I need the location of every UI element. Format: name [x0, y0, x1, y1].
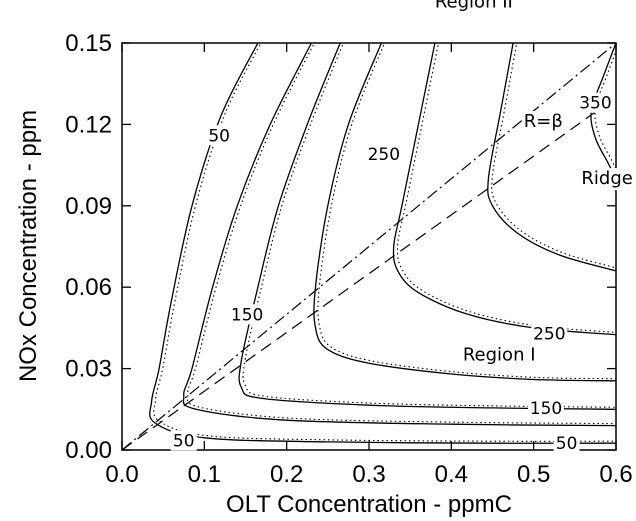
contour-line-200 — [313, 43, 616, 382]
y-tick-label: 0.03 — [65, 356, 112, 383]
y-tick-label: 0.12 — [65, 111, 112, 138]
contour-line-dotted-350 — [594, 49, 616, 171]
x-tick-label: 0.2 — [270, 461, 303, 488]
y-tick-label: 0.06 — [65, 274, 112, 301]
contour-line-250 — [392, 43, 616, 336]
annotation-label: Ridge — [581, 168, 632, 189]
contour-line-300 — [487, 43, 616, 272]
x-tick-label: 0.6 — [599, 461, 632, 488]
y-axis-title: NOx Concentration - ppm — [15, 110, 42, 382]
contour-label: 250 — [533, 324, 565, 344]
annotation-label: Region II — [435, 0, 513, 13]
annotation-bg — [460, 344, 549, 367]
contour-line-dotted-100 — [186, 43, 616, 425]
x-tick-label: 0.5 — [517, 461, 550, 488]
contour-label-bg — [528, 397, 565, 418]
contour-label-bg — [206, 125, 233, 146]
contour-line-100 — [182, 43, 616, 427]
contour-label-bg — [365, 144, 402, 165]
annotation-bg — [579, 168, 635, 191]
x-tick-label: 0.0 — [105, 461, 138, 488]
contour-label-bg — [577, 92, 614, 113]
contour-label-bg — [553, 433, 580, 454]
x-tick-label: 0.3 — [352, 461, 385, 488]
contour-label: 50 — [208, 126, 230, 146]
contour-line-50 — [149, 43, 616, 444]
contour-label: 250 — [368, 145, 400, 165]
contour-label: 50 — [556, 434, 578, 454]
annotation-label: R=β — [524, 111, 563, 132]
contour-line-dotted-50 — [153, 43, 616, 442]
contour-line-350 — [590, 43, 616, 179]
y-tick-label: 0.15 — [65, 30, 112, 57]
contour-label: 50 — [173, 432, 195, 452]
contour-label: 150 — [231, 305, 263, 325]
x-tick-label: 0.1 — [188, 461, 221, 488]
x-axis-title: OLT Concentration - ppmC — [226, 491, 512, 518]
y-tick-label: 0.00 — [65, 437, 112, 464]
annotation-bg — [432, 0, 532, 14]
contour-label: 350 — [579, 94, 611, 114]
contour-line-dotted-150 — [242, 43, 616, 408]
contour-line-dotted-300 — [491, 43, 616, 269]
contour-label-bg — [229, 304, 266, 325]
contour-label-bg — [531, 323, 568, 344]
y-tick-label: 0.09 — [65, 193, 112, 220]
contour-label-bg — [170, 430, 197, 451]
x-tick-label: 0.4 — [435, 461, 468, 488]
ridge-line — [122, 96, 616, 450]
annotation-bg — [521, 111, 555, 134]
annotation-label: Region I — [463, 344, 536, 365]
r-beta-line — [122, 43, 616, 450]
contour-label: 150 — [530, 399, 562, 419]
contour-line-dotted-200 — [317, 43, 616, 380]
contour-line-150 — [238, 43, 616, 410]
